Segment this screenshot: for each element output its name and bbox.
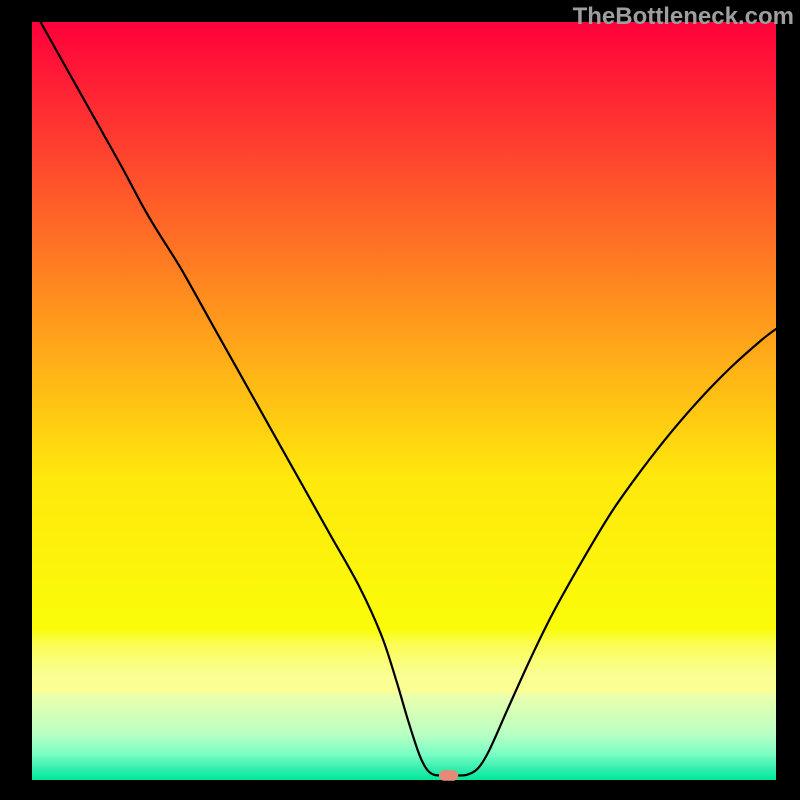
bottleneck-chart-svg [0, 0, 800, 800]
optimal-marker [439, 770, 458, 781]
chart-canvas: TheBottleneck.com [0, 0, 800, 800]
plot-background [32, 22, 776, 780]
